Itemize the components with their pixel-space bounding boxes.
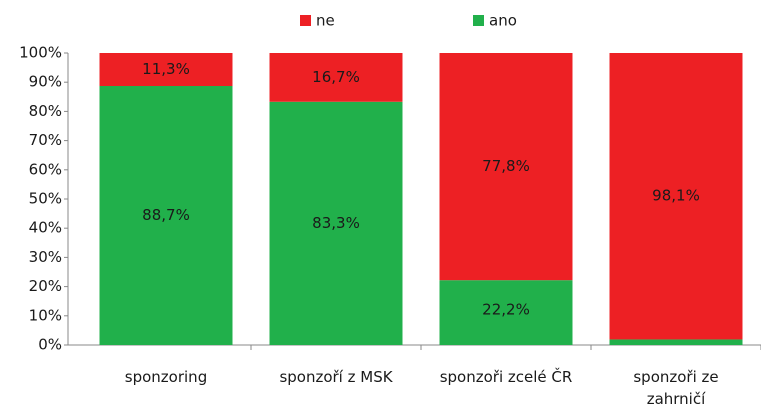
bar-segment	[99, 53, 233, 86]
legend-swatch	[300, 15, 311, 26]
value-label: 16,7%	[312, 68, 360, 86]
y-tick-label: 100%	[19, 44, 62, 62]
bar-segment	[99, 85, 233, 345]
bar-segment	[269, 101, 403, 345]
value-label: 22,2%	[482, 301, 530, 319]
bar-segment	[609, 339, 743, 345]
x-tick-label: sponzoří z MSK	[279, 368, 393, 386]
y-tick-label: 80%	[29, 102, 62, 120]
legend-swatch	[473, 15, 484, 26]
bar-segment	[439, 53, 573, 281]
y-tick-label: 30%	[29, 248, 62, 266]
bar-segment	[269, 53, 403, 102]
bar-segment	[439, 280, 573, 345]
y-tick-label: 40%	[29, 219, 62, 237]
value-label: 88,7%	[142, 206, 190, 224]
y-tick-label: 70%	[29, 131, 62, 149]
legend-label: ano	[489, 12, 517, 30]
y-tick-label: 60%	[29, 160, 62, 178]
x-tick-label: sponzoring	[124, 368, 208, 386]
y-tick-label: 20%	[29, 277, 62, 295]
x-tick-label: sponzoři zcelé ČR	[439, 368, 573, 386]
value-label: 98,1%	[652, 187, 700, 205]
legend-label: ne	[316, 12, 335, 30]
y-tick-label: 10%	[29, 306, 62, 324]
value-label: 77,8%	[482, 157, 530, 175]
bar-segment	[609, 53, 743, 340]
value-label: 83,3%	[312, 214, 360, 232]
y-tick-label: 0%	[38, 336, 62, 354]
y-tick-label: 50%	[29, 190, 62, 208]
x-tick-label: sponzoři ze zahrničí	[633, 368, 719, 405]
value-label: 11,3%	[142, 60, 190, 78]
y-tick-label: 90%	[29, 73, 62, 91]
